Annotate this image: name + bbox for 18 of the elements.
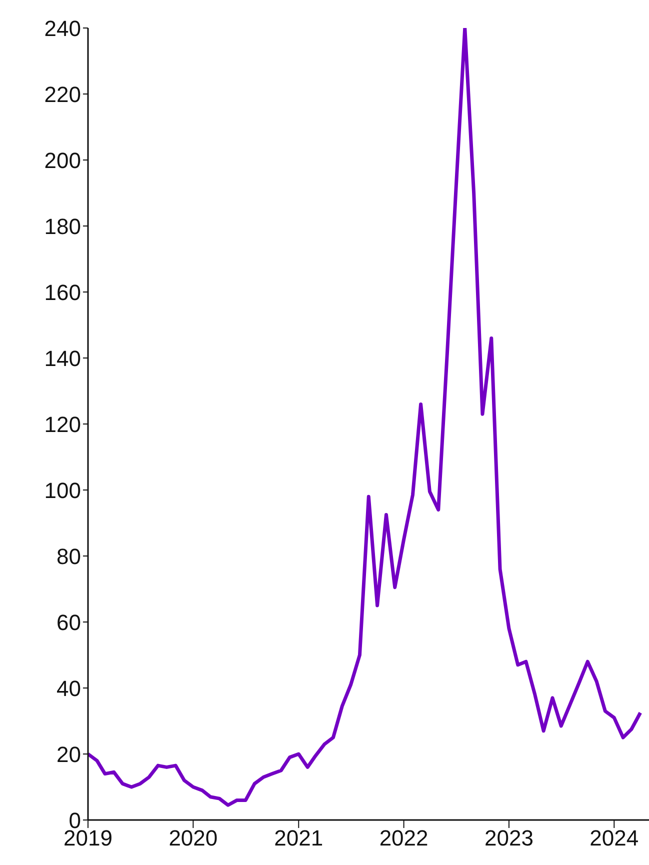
y-tick-label: 120	[44, 412, 81, 437]
y-tick-label: 200	[44, 148, 81, 173]
y-tick-label: 20	[56, 742, 81, 767]
y-tick-label: 60	[56, 610, 81, 635]
y-tick-label: 140	[44, 346, 81, 371]
y-tick-label: 240	[44, 16, 81, 41]
x-tick-label: 2020	[168, 826, 218, 851]
y-tick-label: 100	[44, 478, 81, 503]
x-tick-label: 2024	[590, 826, 639, 851]
y-tick-label: 160	[44, 280, 81, 305]
x-tick-label: 2021	[274, 826, 324, 851]
x-tick-label: 2022	[379, 826, 428, 851]
x-tick-label: 2023	[484, 826, 534, 851]
y-tick-label: 40	[56, 676, 81, 701]
line-series	[88, 28, 642, 807]
y-tick-label: 180	[44, 214, 81, 239]
y-tick-label: 220	[44, 82, 81, 107]
y-tick-label: 80	[56, 544, 81, 569]
